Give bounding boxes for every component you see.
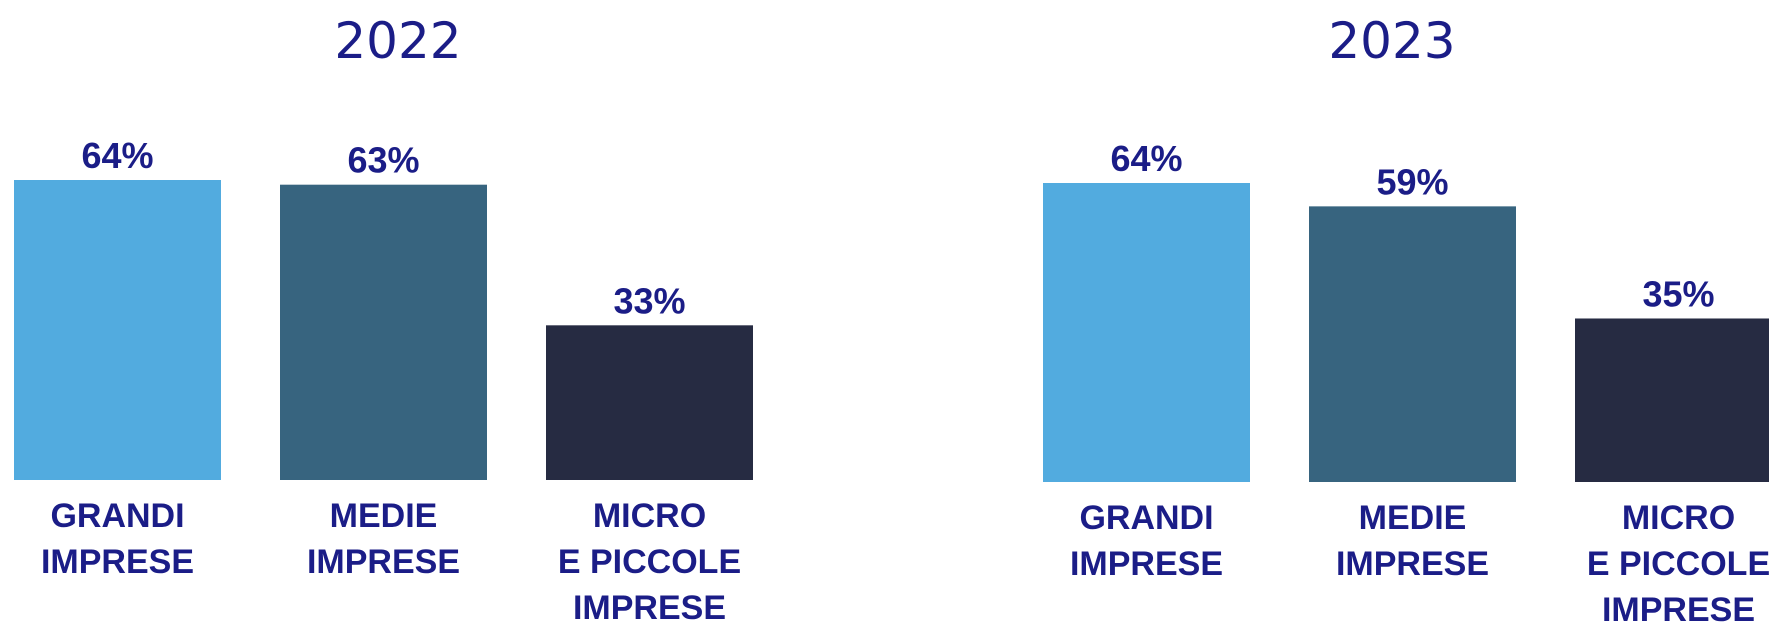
tick-label: MEDIE bbox=[330, 497, 438, 535]
tick-label: IMPRESE bbox=[41, 543, 194, 581]
chart-panel-2023: 2023 64% GRANDI IMPRESE 59% MEDIE IMPRESE 35% MI… bbox=[1043, 12, 1769, 624]
data-label: 59% bbox=[1376, 161, 1448, 202]
tick-label: E PICCOLE bbox=[1587, 545, 1769, 583]
bar bbox=[546, 325, 753, 480]
tick-label: GRANDI bbox=[1079, 499, 1213, 537]
tick-label: E PICCOLE bbox=[558, 543, 741, 581]
tick-label: GRANDI bbox=[50, 497, 184, 535]
data-label: 64% bbox=[81, 135, 153, 176]
data-label: 63% bbox=[347, 140, 419, 181]
tick-label: MEDIE bbox=[1359, 499, 1467, 537]
data-label: 33% bbox=[613, 280, 685, 321]
bar bbox=[14, 180, 221, 480]
tick-label: MICRO bbox=[1622, 499, 1735, 537]
tick-label: IMPRESE bbox=[1070, 545, 1223, 583]
bar bbox=[1043, 183, 1250, 482]
chart-title: 2022 bbox=[334, 12, 461, 70]
tick-label: IMPRESE bbox=[307, 543, 460, 581]
data-label: 64% bbox=[1110, 138, 1182, 179]
tick-label: IMPRESE bbox=[573, 589, 726, 624]
chart-panel-2022: 2022 64% GRANDI IMPRESE 63% MEDIE IMPRESE 33% MI… bbox=[14, 12, 753, 624]
bar bbox=[280, 184, 487, 480]
tick-label: MICRO bbox=[593, 497, 706, 535]
bar bbox=[1309, 206, 1516, 482]
bar bbox=[1575, 318, 1769, 482]
data-label: 35% bbox=[1642, 273, 1714, 314]
tick-label: IMPRESE bbox=[1336, 545, 1489, 583]
chart-title: 2023 bbox=[1328, 12, 1455, 70]
tick-label: IMPRESE bbox=[1602, 591, 1755, 624]
